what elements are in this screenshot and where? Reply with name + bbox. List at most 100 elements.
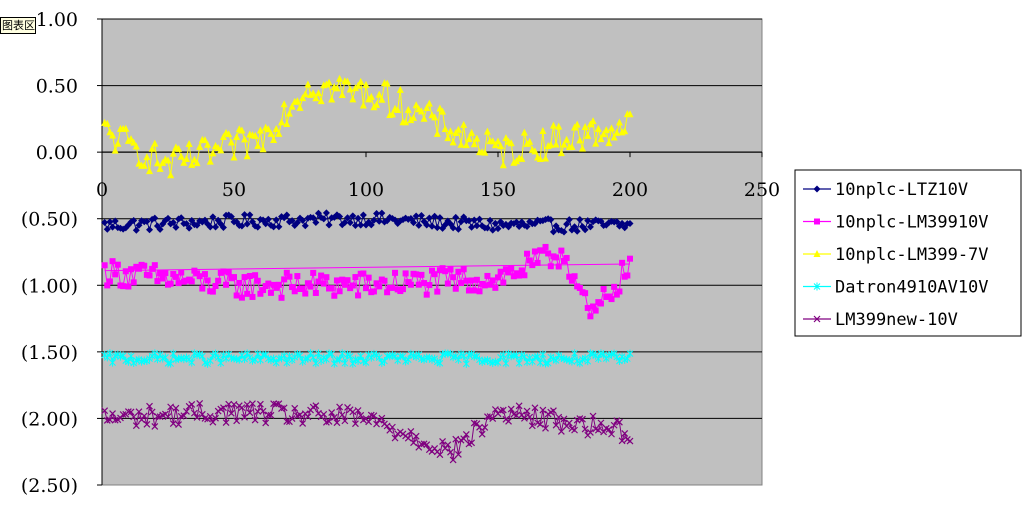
data-point <box>468 277 475 284</box>
data-point <box>333 277 340 284</box>
data-point <box>495 274 501 281</box>
data-point <box>227 213 235 221</box>
legend-item[interactable]: 10nplc-LM399-7V <box>803 245 989 265</box>
legend[interactable]: 10nplc-LTZ10V 10nplc-LM39910V 10nplc-LM399… <box>794 169 1022 337</box>
data-point <box>600 286 607 293</box>
data-point <box>425 214 433 222</box>
data-point <box>106 349 114 358</box>
data-point <box>586 223 594 231</box>
data-point <box>584 131 592 139</box>
data-point <box>378 414 386 422</box>
data-point <box>135 221 143 229</box>
plot-area[interactable] <box>101 18 763 486</box>
legend-box <box>794 169 1022 337</box>
data-point <box>159 275 166 282</box>
data-point <box>283 269 290 276</box>
data-point <box>314 89 322 97</box>
legend-item[interactable]: 10nplc-LM39910V <box>803 213 989 233</box>
data-point <box>104 282 111 289</box>
data-point <box>196 273 203 280</box>
data-point <box>468 128 476 136</box>
data-point <box>460 351 468 360</box>
data-point <box>399 286 406 293</box>
data-point <box>312 94 320 102</box>
data-point <box>410 219 418 227</box>
data-point <box>534 259 541 266</box>
data-point <box>458 280 465 287</box>
data-point <box>536 420 544 428</box>
data-point <box>608 124 616 132</box>
data-point <box>109 258 116 265</box>
data-point <box>404 105 412 113</box>
data-point <box>373 100 381 108</box>
legend-marker <box>813 250 821 257</box>
data-point <box>101 407 109 415</box>
data-point <box>275 281 282 288</box>
data-point <box>101 262 108 269</box>
data-point <box>566 273 573 280</box>
data-point <box>515 359 523 368</box>
data-point <box>344 277 351 284</box>
data-point <box>270 354 277 363</box>
data-point <box>169 219 177 227</box>
data-point <box>225 269 232 276</box>
legend-marker <box>813 315 821 323</box>
data-point <box>120 283 127 290</box>
data-point <box>325 78 333 86</box>
data-point <box>391 352 399 361</box>
data-point <box>127 135 135 143</box>
data-point <box>125 283 132 290</box>
data-point <box>307 349 314 358</box>
data-point <box>206 157 214 165</box>
data-point <box>219 224 227 232</box>
data-point <box>452 435 460 443</box>
data-point <box>109 410 116 418</box>
data-point <box>515 402 523 410</box>
data-point <box>217 359 225 368</box>
data-point <box>542 243 549 250</box>
data-point <box>465 217 473 225</box>
data-point <box>626 349 634 358</box>
data-point <box>270 223 278 231</box>
data-point <box>281 276 288 283</box>
legend-item[interactable]: Datron4910AV10V <box>803 278 989 298</box>
legend-item[interactable]: LM399new-10V <box>803 310 958 330</box>
data-point <box>262 419 270 427</box>
data-point <box>333 84 341 92</box>
data-point <box>349 282 356 289</box>
data-point <box>452 352 460 361</box>
data-point <box>352 420 359 428</box>
data-point <box>616 356 623 365</box>
data-point <box>193 221 201 229</box>
x-tick-label: 100 <box>348 179 384 201</box>
data-point <box>423 441 431 449</box>
data-point <box>219 132 227 140</box>
data-point <box>341 417 349 425</box>
data-point <box>294 273 301 280</box>
data-point <box>156 225 164 233</box>
data-point <box>310 269 317 276</box>
data-point <box>254 277 261 284</box>
x-tick-label: 50 <box>222 179 246 201</box>
data-point <box>447 266 454 273</box>
data-point <box>381 277 388 284</box>
data-point <box>417 212 425 220</box>
data-point <box>470 140 478 148</box>
data-point <box>111 416 119 424</box>
data-point <box>536 154 544 162</box>
data-point <box>130 138 138 146</box>
data-point <box>434 288 441 295</box>
x-axis: 0 50 100 150 200 250 <box>96 151 780 201</box>
data-point <box>143 217 151 225</box>
data-point <box>616 288 623 295</box>
data-point <box>109 223 117 231</box>
data-point <box>341 359 349 368</box>
data-point <box>241 274 248 281</box>
data-point <box>528 357 536 366</box>
data-point <box>468 223 476 231</box>
data-point <box>521 272 528 279</box>
data-point <box>106 278 113 285</box>
data-point <box>565 419 573 427</box>
legend-item[interactable]: 10nplc-LTZ10V <box>803 180 968 200</box>
